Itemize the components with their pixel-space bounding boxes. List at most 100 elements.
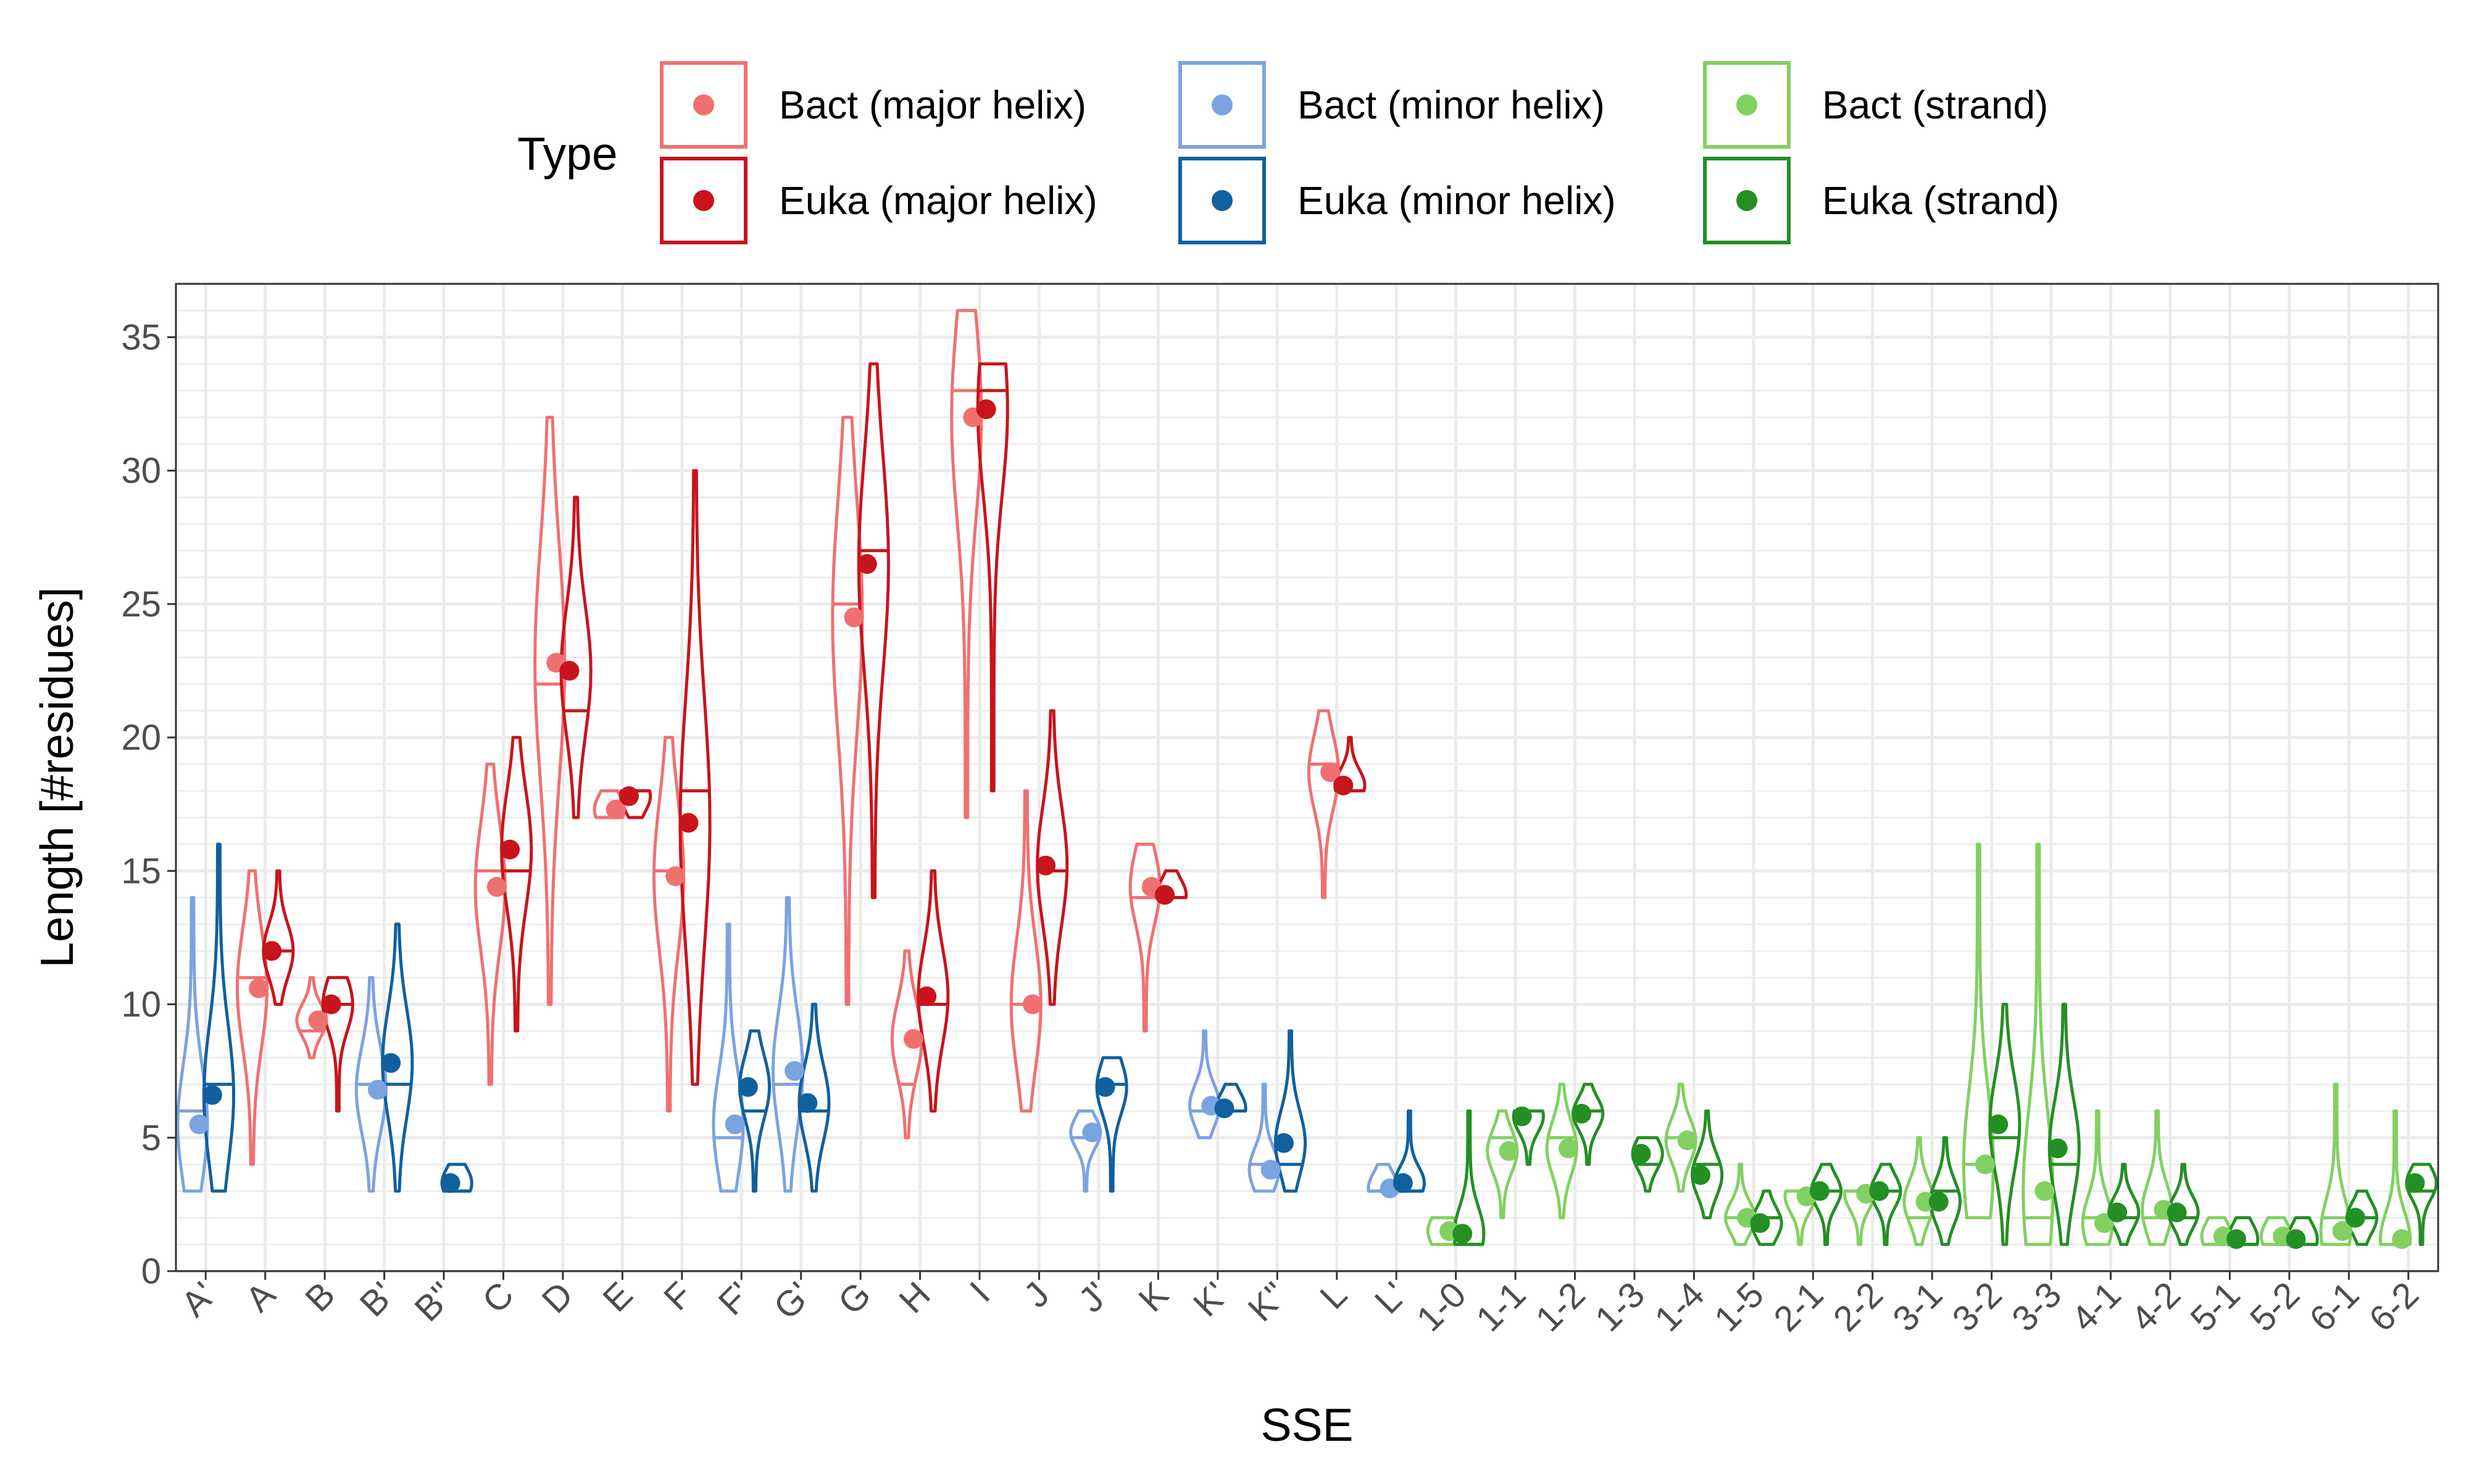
- mean-point: [1869, 1181, 1889, 1201]
- mean-point: [665, 866, 686, 886]
- violin-outline: [295, 976, 328, 1059]
- violin-outline: [2047, 1003, 2081, 1246]
- mean-point: [367, 1079, 388, 1100]
- mean-point: [903, 1029, 923, 1049]
- violin-outline: [797, 1003, 831, 1193]
- mean-point: [1512, 1106, 1532, 1127]
- mean-point: [249, 978, 269, 998]
- y-tick-label: 20: [121, 718, 161, 758]
- mean-point: [2167, 1202, 2187, 1222]
- legend-key-dot: [693, 190, 714, 211]
- mean-point: [1320, 762, 1341, 782]
- mean-point: [618, 786, 639, 806]
- mean-point: [678, 813, 699, 833]
- violin-outline: [1809, 1163, 1843, 1246]
- mean-point: [1572, 1103, 1592, 1124]
- mean-point: [321, 994, 341, 1014]
- x-axis-title: SSE: [1260, 1399, 1353, 1451]
- mean-point: [1452, 1224, 1473, 1244]
- mean-point: [262, 941, 282, 961]
- violin-outline: [2021, 842, 2055, 1246]
- mean-point: [797, 1093, 818, 1113]
- mean-point: [844, 607, 864, 628]
- legend-key-dot: [1736, 94, 1757, 115]
- mean-point: [2094, 1213, 2114, 1233]
- legend-label: Bact (minor helix): [1297, 83, 1605, 127]
- y-tick-label: 5: [141, 1118, 161, 1158]
- mean-point: [440, 1173, 460, 1193]
- mean-point: [2405, 1173, 2425, 1193]
- violin-outline: [262, 869, 295, 1006]
- legend-key-dot: [1212, 94, 1233, 115]
- violin-outline: [652, 736, 686, 1113]
- violin-outline: [1095, 1056, 1128, 1193]
- mean-point: [1260, 1159, 1281, 1180]
- mean-point: [1691, 1165, 1711, 1185]
- legend-key-dot: [693, 94, 714, 115]
- mean-point: [2034, 1181, 2055, 1201]
- legend-label: Bact (major helix): [779, 83, 1086, 127]
- mean-point: [1273, 1133, 1294, 1153]
- mean-point: [606, 799, 626, 819]
- mean-point: [2332, 1221, 2352, 1242]
- violin-outline: [857, 362, 890, 900]
- mean-point: [1928, 1192, 1949, 1212]
- mean-point: [308, 1010, 328, 1030]
- violin-outline: [1273, 1029, 1307, 1193]
- mean-point: [1333, 775, 1354, 795]
- violin-outline: [1128, 842, 1162, 1033]
- mean-point: [500, 839, 520, 860]
- violin-outline: [1307, 709, 1341, 900]
- point-layer: [189, 399, 2425, 1250]
- mean-point: [486, 877, 507, 897]
- mean-point: [2107, 1202, 2128, 1222]
- mean-point: [725, 1114, 745, 1135]
- violin-outline: [500, 736, 533, 1033]
- mean-point: [2345, 1208, 2365, 1228]
- violin-outline: [1664, 1082, 1697, 1193]
- y-tick-label: 0: [141, 1251, 161, 1291]
- mean-point: [1036, 855, 1056, 876]
- violin-outline: [1486, 1109, 1519, 1219]
- violin-outline: [1393, 1109, 1426, 1193]
- mean-point: [1499, 1141, 1519, 1161]
- legend-label: Euka (minor helix): [1297, 178, 1616, 223]
- mean-point: [1095, 1077, 1115, 1097]
- violin-outline: [890, 949, 923, 1140]
- y-axis-title: Length [#residues]: [31, 587, 83, 968]
- violin-outline: [1069, 1109, 1102, 1193]
- violin-outline: [1009, 789, 1043, 1113]
- mean-point: [2047, 1138, 2068, 1159]
- mean-point: [202, 1085, 222, 1105]
- y-tick-label: 15: [121, 851, 161, 891]
- violin-outline: [1545, 1082, 1578, 1219]
- mean-point: [917, 986, 937, 1006]
- violin-outline: [1631, 1136, 1664, 1193]
- mean-point: [1393, 1173, 1413, 1193]
- violin-outline: [354, 976, 388, 1193]
- mean-point: [1022, 994, 1043, 1014]
- mean-point: [738, 1077, 758, 1097]
- legend-label: Euka (major helix): [779, 178, 1097, 223]
- mean-point: [1677, 1130, 1697, 1151]
- mean-point: [2392, 1229, 2412, 1250]
- violin-outline: [2378, 1109, 2412, 1246]
- violin-outline: [831, 415, 864, 1006]
- violin-outline: [2319, 1082, 2352, 1246]
- y-tick-label: 30: [121, 451, 161, 491]
- y-axis: 0 5 10 15 20 25 30 35: [121, 317, 176, 1291]
- legend-key-dot: [1212, 190, 1233, 211]
- violin-outline: [917, 869, 950, 1113]
- mean-point: [189, 1114, 209, 1135]
- legend-label: Euka (strand): [1822, 178, 2059, 223]
- violin-layer: [176, 309, 2438, 1246]
- violin-outline: [559, 495, 593, 819]
- legend-title: Type: [517, 128, 618, 180]
- violin-outline: [2405, 1163, 2438, 1246]
- mean-point: [857, 554, 877, 574]
- y-tick-label: 35: [121, 317, 161, 357]
- violin-outline: [950, 309, 983, 819]
- mean-point: [2286, 1229, 2306, 1250]
